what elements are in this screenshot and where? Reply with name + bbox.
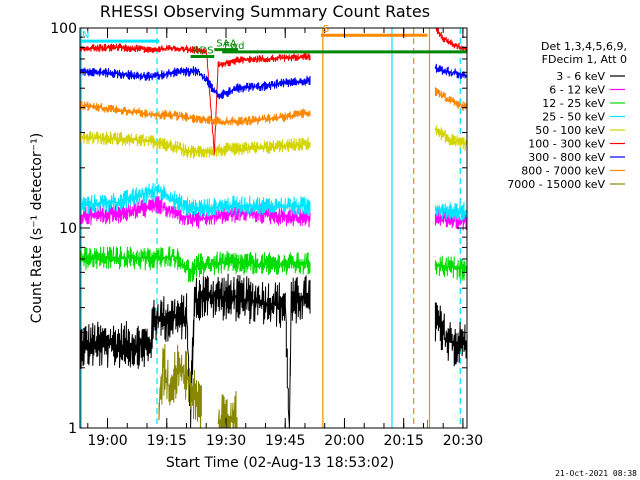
flag-label-saa: SAA: [216, 39, 237, 50]
y-tick-label-0: 1: [68, 421, 77, 437]
series-4-segment-1: [434, 125, 467, 152]
legend-header-1: FDecim 1, Att 0: [542, 53, 627, 66]
legend-label-8: 7000 - 15000 keV: [507, 178, 605, 191]
x-axis-title: Start Time (02-Aug-13 18:53:02): [166, 455, 394, 471]
x-tick-label-6: 20:30: [443, 433, 483, 449]
series-0: [80, 273, 467, 428]
series-3-segment-0: [80, 182, 311, 217]
flag-bars: [80, 33, 467, 59]
flag-label-rds: RDS: [193, 46, 214, 57]
series-5-segment-0: [80, 43, 311, 155]
legend-label-7: 800 - 7000 keV: [521, 165, 605, 178]
series-5-segment-1: [434, 28, 467, 52]
x-tick-label-1: 19:15: [147, 433, 187, 449]
legend-label-4: 50 - 100 keV: [535, 124, 605, 137]
series-7: [80, 87, 467, 127]
series-3: [80, 182, 467, 222]
x-axis: 19:00 19:15 19:30 19:45 20:00 20:15 20:30: [87, 28, 483, 449]
series-6: [80, 63, 467, 100]
series-7-segment-0: [80, 101, 311, 127]
series-8-segment-1: [217, 391, 238, 428]
series-6-segment-0: [80, 66, 311, 100]
legend-label-5: 100 - 300 keV: [528, 138, 605, 151]
chart-title: RHESSI Observing Summary Count Rates: [100, 2, 430, 21]
x-tick-label-4: 20:00: [324, 433, 364, 449]
series-0-segment-1: [434, 302, 467, 367]
legend-label-1: 6 - 12 keV: [549, 84, 605, 97]
x-tick-label-3: 19:45: [265, 433, 305, 449]
flag-label-s: S: [323, 24, 329, 35]
series-1-segment-0: [80, 196, 311, 229]
series-8-segment-0: [158, 344, 202, 428]
series-5: [80, 28, 467, 155]
x-tick-label-2: 19:30: [206, 433, 246, 449]
series-lines: [80, 28, 467, 428]
y-tick-label-1: 10: [59, 221, 77, 237]
series-8: [158, 344, 428, 428]
series-4-segment-0: [80, 131, 311, 159]
x-tick-label-0: 19:00: [87, 433, 127, 449]
plot-area: [80, 28, 467, 428]
series-2-segment-0: [80, 246, 311, 283]
y-axis: 1 10 100: [50, 21, 467, 437]
series-4: [80, 125, 467, 159]
footer-timestamp: 21-Oct-2021 08:38: [555, 469, 637, 478]
series-2: [80, 246, 467, 283]
y-axis-title: Count Rate (s⁻¹ detector⁻¹): [29, 133, 45, 323]
x-tick-label-5: 20:15: [384, 433, 424, 449]
flag-label-n: N: [82, 30, 89, 41]
legend-label-3: 25 - 50 keV: [542, 111, 605, 124]
flag-label-fwd: Fwd: [224, 41, 244, 52]
y-tick-label-2: 100: [50, 21, 77, 37]
legend-header-0: Det 1,3,4,5,6,9,: [541, 40, 627, 53]
series-2-segment-1: [434, 255, 467, 281]
legend-label-0: 3 - 6 keV: [556, 70, 605, 83]
series-7-segment-1: [434, 87, 467, 111]
legend-label-2: 12 - 25 keV: [542, 97, 605, 110]
legend: Det 1,3,4,5,6,9,FDecim 1, Att 0 3 - 6 keV…: [507, 40, 627, 191]
legend-label-6: 300 - 800 keV: [528, 151, 605, 164]
series-0-segment-0: [80, 273, 311, 428]
series-3-segment-1: [434, 201, 467, 222]
series-6-segment-1: [434, 63, 467, 80]
